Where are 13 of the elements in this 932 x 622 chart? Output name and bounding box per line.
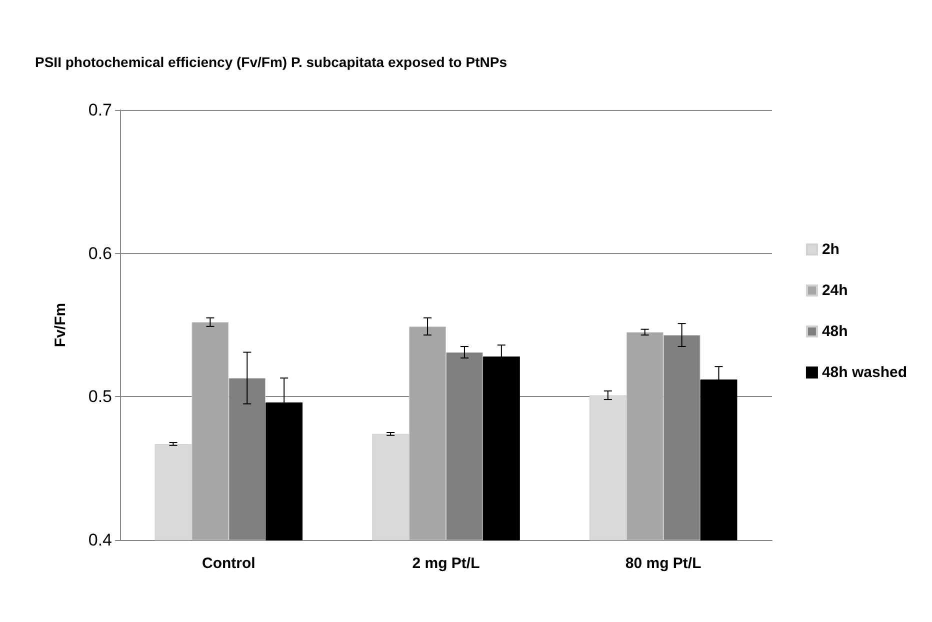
x-tick-label: 2 mg Pt/L [412, 555, 480, 572]
y-tick-label: 0.5 [88, 387, 112, 406]
legend-label: 48h [822, 323, 848, 340]
y-axis-title: Fv/Fm [52, 302, 69, 348]
y-tick-label: 0.4 [88, 530, 112, 550]
legend-label: 2h [822, 241, 840, 258]
y-tick-label: 0.6 [88, 244, 112, 263]
x-tick-label: 80 mg Pt/L [625, 555, 702, 572]
legend-label: 24h [822, 282, 848, 299]
y-tick-label: 0.7 [88, 100, 112, 120]
chart-title: PSII photochemical efficiency (Fv/Fm) P. subcapitata exposed to PtNPs [35, 54, 508, 70]
legend-label: 48h washed [822, 364, 908, 381]
x-tick-label: Control [202, 555, 256, 572]
